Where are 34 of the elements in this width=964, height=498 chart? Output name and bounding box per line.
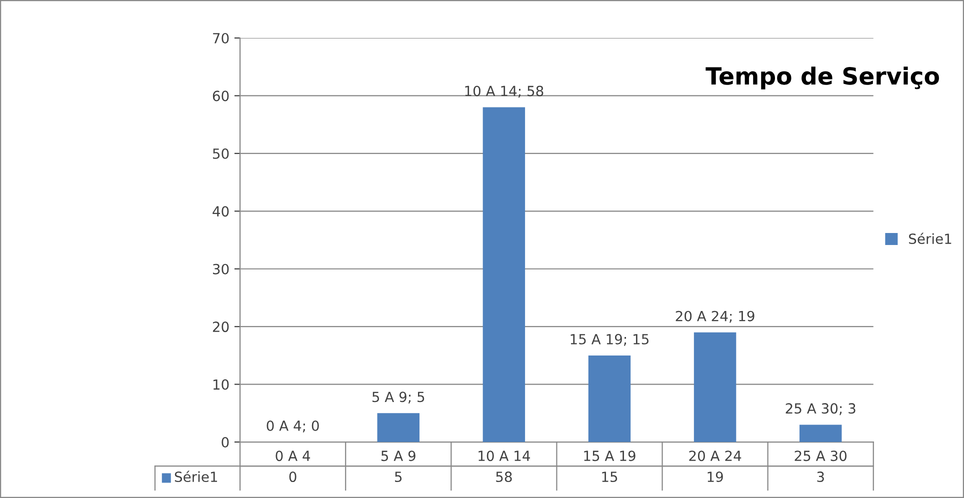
annotation: 15 A 19; 15 bbox=[570, 334, 648, 346]
y-tick-label: 30 bbox=[213, 264, 229, 274]
data-label: 5 bbox=[395, 472, 402, 482]
bar bbox=[799, 424, 842, 442]
data-label: 19 bbox=[708, 472, 723, 482]
bar bbox=[588, 355, 631, 442]
data-label: 58 bbox=[496, 472, 512, 482]
annotation: 10 A 14; 58 bbox=[465, 86, 544, 98]
x-tick-label: 5 A 9 bbox=[381, 450, 416, 462]
legend-label: Série1 bbox=[909, 232, 952, 244]
x-tick-label: 25 A 30 bbox=[794, 450, 847, 462]
text: Tempo de Serviço bbox=[706, 66, 939, 90]
annotation: 5 A 9; 5 bbox=[372, 392, 424, 404]
y-tick-label: 50 bbox=[213, 148, 229, 159]
data-label: 15 bbox=[602, 472, 618, 482]
x-tick-label: 10 A 14 bbox=[478, 450, 530, 462]
text: Série1 bbox=[174, 470, 218, 482]
bar bbox=[694, 332, 736, 442]
data-label: 0 bbox=[289, 472, 296, 482]
y-tick-label: 70 bbox=[213, 32, 229, 44]
annotation: 20 A 24; 19 bbox=[676, 310, 754, 323]
annotation: 0 A 4; 0 bbox=[266, 420, 319, 432]
y-tick-label: 40 bbox=[212, 206, 229, 217]
data-label: 3 bbox=[817, 472, 824, 482]
x-tick-label: 20 A 24 bbox=[689, 450, 742, 462]
x-tick-label: 15 A 19 bbox=[584, 450, 636, 462]
bar bbox=[377, 413, 420, 442]
y-tick-label: 60 bbox=[212, 90, 229, 102]
bar bbox=[482, 107, 526, 442]
y-tick-label: 10 bbox=[213, 379, 229, 390]
y-tick-label: 0 bbox=[222, 436, 229, 448]
annotation: 25 A 30; 3 bbox=[786, 403, 856, 416]
x-tick-label: 0 A 4 bbox=[276, 450, 310, 462]
y-tick-label: 20 bbox=[212, 322, 229, 332]
